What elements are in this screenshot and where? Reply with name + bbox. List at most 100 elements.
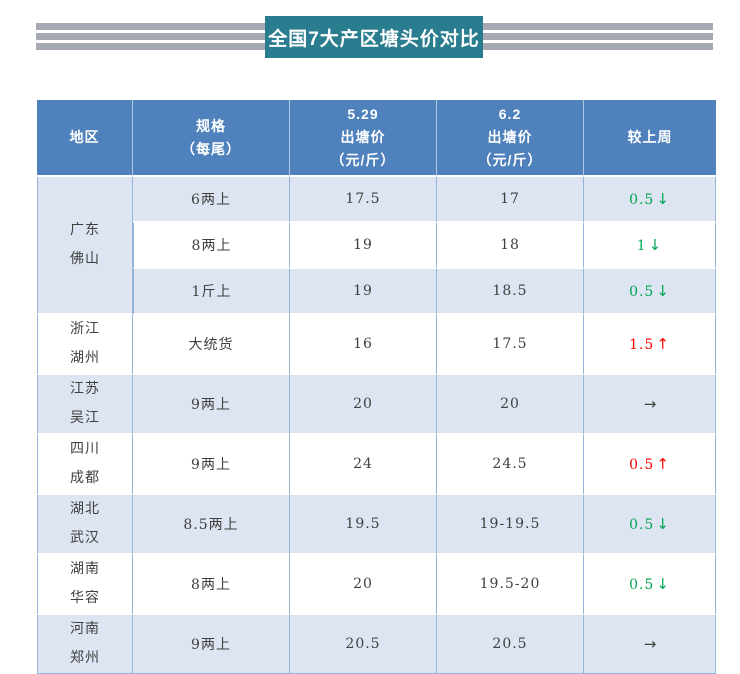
column-header-line: 较上周 — [627, 129, 673, 145]
trend-down-icon: ↓ — [656, 190, 670, 208]
region-cell: 河南 郑州 — [37, 615, 133, 674]
region-name-line: 湖州 — [70, 350, 100, 366]
column-header-spec: 规格 （每尾） — [133, 100, 290, 177]
column-header-line: 地区 — [69, 129, 100, 145]
price-62-cell: 19-19.5 — [437, 495, 584, 555]
change-value: 1 — [636, 238, 647, 254]
region-cell: 广东 佛山 — [37, 177, 133, 315]
region-name-line: 成都 — [70, 470, 100, 486]
price-62-cell: 17 — [437, 177, 584, 223]
change-cell: → — [584, 375, 716, 435]
change-cell: → — [584, 615, 716, 674]
table-row: 江苏 吴江 9两上 20 20 → — [37, 375, 716, 435]
region-cell: 江苏 吴江 — [37, 375, 133, 435]
column-header-line: 规格 — [196, 117, 226, 134]
column-header-line: （每尾） — [181, 140, 241, 157]
change-value: 0.5 — [629, 517, 655, 533]
price-529-cell: 20 — [290, 375, 437, 435]
region-name-line: 广东 — [70, 222, 100, 238]
table-row: 湖南 华容 8两上 20 19.5-20 0.5 ↓ — [37, 555, 716, 615]
trend-up-icon: ↑ — [656, 455, 670, 473]
price-62-cell: 24.5 — [437, 435, 584, 495]
region-cell: 浙江 湖州 — [37, 315, 133, 375]
spec-cell: 大统货 — [133, 315, 290, 375]
table-row: 8两上 19 18 1 ↓ — [37, 223, 716, 269]
spec-cell: 6两上 — [133, 177, 290, 223]
header-row: 地区 规格 （每尾） 5.29 出塘价 （元/斤） 6.2 出塘价 （元/斤） 较上周 — [37, 100, 716, 177]
column-header-line: 出塘价 — [487, 129, 533, 145]
trend-down-icon: ↓ — [648, 236, 663, 254]
page-title: 全国7大产区塘头价对比 — [265, 16, 483, 58]
table-row: 浙江 湖州 大统货 16 17.5 1.5 ↑ — [37, 315, 716, 375]
spec-cell: 1斤上 — [133, 269, 290, 315]
price-62-cell: 18 — [437, 223, 584, 269]
region-name-line: 浙江 — [70, 321, 100, 337]
change-cell: 0.5 ↓ — [584, 495, 716, 555]
price-529-cell: 16 — [290, 315, 437, 375]
table-row: 广东 佛山 6两上 17.5 17 0.5 ↓ — [37, 177, 716, 315]
change-cell: 1 ↓ — [584, 223, 716, 269]
change-cell: 0.5 ↓ — [584, 177, 716, 223]
table-header: 地区 规格 （每尾） 5.29 出塘价 （元/斤） 6.2 出塘价 （元/斤） 较上周 — [37, 100, 716, 177]
region-name-line: 佛山 — [70, 251, 100, 267]
column-header-line: （元/斤） — [330, 152, 396, 168]
change-value: 0.5 — [629, 577, 655, 593]
table-row: 河南 郑州 9两上 20.5 20.5 → — [37, 615, 716, 674]
region-cell: 湖南 华容 — [37, 555, 133, 615]
trend-down-icon: ↓ — [656, 515, 670, 533]
price-529-cell: 19 — [290, 223, 437, 269]
column-header-line: 6.2 — [498, 106, 522, 122]
region-name-line: 郑州 — [70, 650, 100, 666]
price-529-cell: 19.5 — [290, 495, 437, 555]
price-table: 地区 规格 （每尾） 5.29 出塘价 （元/斤） 6.2 出塘价 （元/斤） 较上周 广东 佛山 6… — [37, 100, 716, 674]
region-cell: 四川 成都 — [37, 435, 133, 495]
region-name-line: 吴江 — [70, 410, 100, 426]
page-title-text: 全国7大产区塘头价对比 — [268, 28, 480, 50]
column-header-change: 较上周 — [584, 100, 716, 177]
column-header-line: （元/斤） — [477, 152, 543, 168]
table-row: 湖北 武汉 8.5两上 19.5 19-19.5 0.5 ↓ — [37, 495, 716, 555]
price-529-cell: 19 — [290, 269, 437, 315]
column-header-line: 5.29 — [347, 106, 379, 122]
trend-flat-icon: → — [643, 635, 658, 653]
table-body: 广东 佛山 6两上 17.5 17 0.5 ↓ 8两上 19 18 1 ↓ 1斤上 19 18.5 0.5 ↓ 浙… — [37, 177, 716, 674]
region-name-line: 湖北 — [70, 501, 100, 517]
change-cell: 1.5 ↑ — [584, 315, 716, 375]
spec-cell: 9两上 — [133, 615, 290, 674]
price-62-cell: 20 — [437, 375, 584, 435]
change-cell: 0.5 ↑ — [584, 435, 716, 495]
change-cell: 0.5 ↓ — [584, 269, 716, 315]
price-529-cell: 24 — [290, 435, 437, 495]
trend-up-icon: ↑ — [656, 335, 670, 353]
trend-down-icon: ↓ — [656, 575, 670, 593]
spec-cell: 8.5两上 — [133, 495, 290, 555]
region-name-line: 华容 — [70, 590, 100, 606]
column-header-price_0529: 5.29 出塘价 （元/斤） — [290, 100, 437, 177]
price-62-cell: 20.5 — [437, 615, 584, 674]
spec-cell: 9两上 — [133, 435, 290, 495]
column-header-region: 地区 — [37, 100, 133, 177]
price-62-cell: 18.5 — [437, 269, 584, 315]
column-header-line: 出塘价 — [340, 129, 386, 145]
price-529-cell: 20 — [290, 555, 437, 615]
region-name-line: 江苏 — [70, 381, 100, 397]
change-value: 1.5 — [629, 337, 655, 353]
change-cell: 0.5 ↓ — [584, 555, 716, 615]
spec-cell: 8两上 — [133, 223, 290, 269]
trend-flat-icon: → — [643, 395, 658, 413]
change-value: 0.5 — [629, 284, 655, 300]
spec-cell: 9两上 — [133, 375, 290, 435]
region-name-line: 武汉 — [70, 530, 100, 546]
region-cell: 湖北 武汉 — [37, 495, 133, 555]
region-name-line: 湖南 — [70, 561, 100, 577]
price-62-cell: 19.5-20 — [437, 555, 584, 615]
table-row: 1斤上 19 18.5 0.5 ↓ — [37, 269, 716, 315]
price-62-cell: 17.5 — [437, 315, 584, 375]
price-table-wrap: 地区 规格 （每尾） 5.29 出塘价 （元/斤） 6.2 出塘价 （元/斤） 较上周 广东 佛山 6… — [37, 100, 716, 674]
price-529-cell: 17.5 — [290, 177, 437, 223]
region-name-line: 河南 — [70, 621, 100, 637]
price-529-cell: 20.5 — [290, 615, 437, 674]
region-name-line: 四川 — [70, 441, 100, 457]
table-row: 四川 成都 9两上 24 24.5 0.5 ↑ — [37, 435, 716, 495]
trend-down-icon: ↓ — [656, 282, 670, 300]
